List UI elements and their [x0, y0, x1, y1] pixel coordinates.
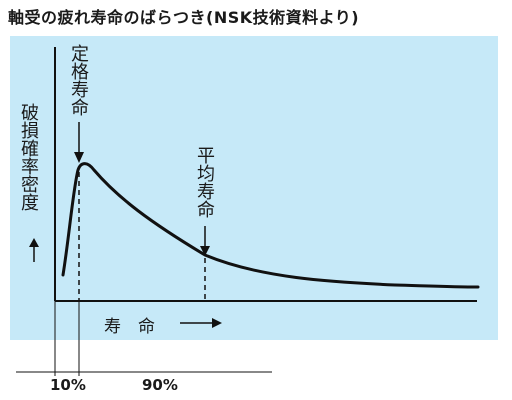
span-label-90: 90%: [142, 376, 178, 394]
y-label-arrowhead: [29, 238, 39, 247]
chart-panel: [10, 36, 498, 340]
page-title: 軸受の疲れ寿命のばらつき(NSK技術資料より): [8, 8, 360, 27]
span-label-10: 10%: [50, 376, 86, 394]
mean-life-label: 平均寿命: [194, 146, 215, 218]
x-label-arrowhead: [212, 318, 222, 328]
rated-life-label: 定格寿命: [68, 44, 89, 116]
x-axis-label: 寿 命: [104, 317, 155, 337]
mean-life-arrowhead: [200, 246, 210, 256]
y-axis-label: 破損確率密度: [18, 103, 39, 211]
life-distribution-curve: [61, 162, 480, 289]
rated-life-arrowhead: [74, 152, 84, 163]
